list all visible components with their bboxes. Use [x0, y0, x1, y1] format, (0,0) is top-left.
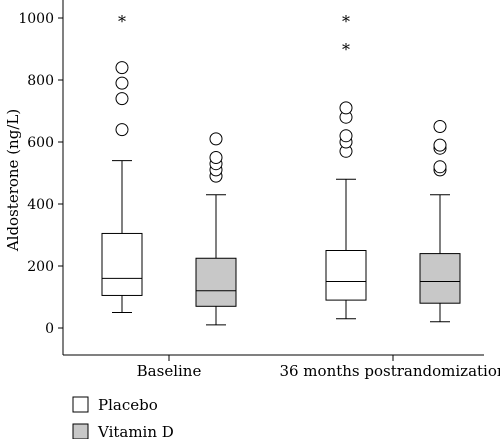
legend-swatch: [72, 396, 89, 413]
outlier-point: [115, 123, 129, 137]
legend-swatch: [72, 423, 89, 439]
legend-label: Vitamin D: [97, 423, 174, 439]
y-tick-label: 1000: [18, 11, 54, 27]
outlier-point: [115, 92, 129, 106]
outlier-point: [115, 61, 129, 75]
extreme-point: *: [342, 40, 350, 59]
outlier-point: [339, 129, 353, 143]
box-placebo-1: *: [101, 12, 143, 313]
boxes: ***: [101, 12, 461, 326]
axes: 0 200 400 600 800 1000 Baseline 36 months postr…: [18, 0, 500, 380]
outlier-point: [339, 101, 353, 115]
x-category-label: 36 months postrandomization: [279, 362, 500, 380]
extreme-point: *: [342, 12, 350, 31]
outlier-point: [115, 76, 129, 90]
y-tick-label: 0: [45, 321, 54, 337]
y-axis-label: Aldosterone (ng/L): [4, 109, 22, 252]
x-category-label: Baseline: [137, 362, 202, 380]
iqr-box: [195, 257, 237, 307]
outlier-point: [433, 160, 447, 174]
iqr-box: [101, 232, 143, 296]
legend-label: Placebo: [98, 396, 158, 414]
box-vitamin-d-1: [195, 132, 237, 326]
outlier-point: [209, 132, 223, 146]
outlier-point: [209, 151, 223, 164]
iqr-box: [325, 250, 367, 301]
box-vitamin-d-2: [419, 120, 461, 323]
outlier-point: [433, 120, 447, 133]
y-tick-label: 400: [27, 197, 54, 213]
y-tick-label: 600: [27, 135, 54, 151]
iqr-box: [419, 253, 461, 304]
y-tick-label: 200: [27, 259, 54, 275]
outlier-point: [433, 138, 447, 152]
extreme-point: *: [118, 12, 126, 31]
box-placebo-2: **: [325, 12, 367, 320]
y-tick-label: 800: [27, 73, 54, 89]
legend: Placebo Vitamin D: [72, 396, 174, 439]
